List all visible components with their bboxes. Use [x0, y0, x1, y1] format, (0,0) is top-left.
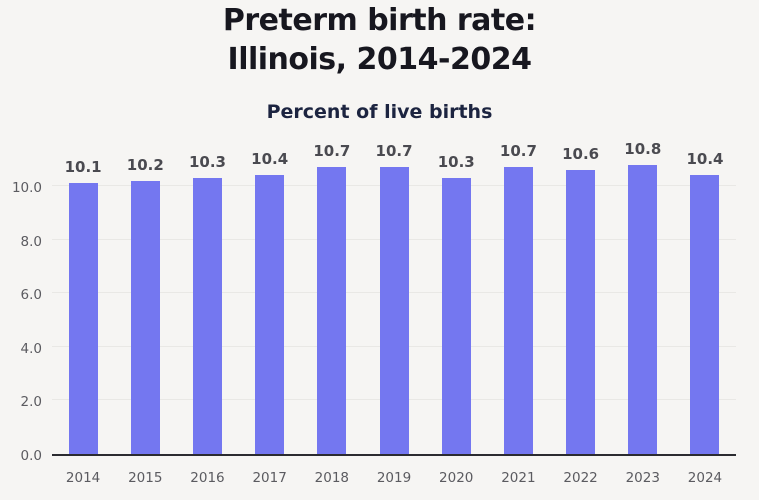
- bar-value-label: 10.7: [499, 142, 537, 161]
- bar-slot: 10.7: [487, 142, 549, 454]
- chart-subtitle: Percent of live births: [266, 101, 493, 123]
- bar: [255, 175, 285, 454]
- bar: [690, 175, 720, 454]
- bar: [317, 167, 347, 454]
- bar-slot: 10.3: [176, 150, 238, 454]
- x-tick-label: 2018: [314, 470, 350, 486]
- bar-value-label: 10.8: [624, 139, 662, 158]
- bars-container: 10.1 10.2 10.3 10.4 10.7 10.7 10.3 10.7 10.6 10.8…: [52, 140, 736, 454]
- x-tick-label: 2016: [190, 470, 225, 486]
- chart-title-line1: Preterm birth rate:: [222, 3, 537, 38]
- x-tick-label: 2022: [563, 470, 598, 486]
- bar-value-label: 10.4: [251, 150, 289, 169]
- y-tick-label: 6.0: [20, 287, 42, 304]
- bar-slot: 10.3: [425, 150, 487, 454]
- x-tick-label: 2015: [128, 470, 163, 486]
- bar-slot: 10.6: [550, 145, 612, 454]
- bar-slot: 10.1: [52, 150, 114, 454]
- bar-slot: 10.7: [363, 142, 425, 454]
- bar: [441, 177, 471, 454]
- bar: [566, 169, 596, 454]
- x-tick-label: 2017: [252, 470, 287, 486]
- bar-value-label: 10.4: [686, 150, 724, 169]
- y-tick-label: 10.0: [11, 180, 42, 196]
- bar: [628, 164, 658, 454]
- plot-area: 10.1 10.2 10.3 10.4 10.7 10.7 10.3 10.7 10.6 10.8…: [52, 140, 736, 456]
- y-tick-label: 4.0: [20, 340, 42, 357]
- bar-value-label: 10.6: [562, 144, 600, 163]
- y-tick-label: 2.0: [20, 394, 42, 411]
- chart-title: Preterm birth rate: Illinois, 2014-2024: [0, 1, 759, 79]
- bar-value-label: 10.3: [188, 152, 226, 171]
- y-tick-label: 8.0: [20, 233, 42, 250]
- chart-title-line2: Illinois, 2014-2024: [227, 42, 532, 77]
- x-tick-label: 2023: [625, 470, 660, 486]
- bar-value-label: 10.7: [313, 142, 351, 161]
- bar: [503, 167, 533, 454]
- bar-slot: 10.7: [301, 142, 363, 454]
- x-tick-label: 2020: [439, 470, 474, 486]
- x-tick-label: 2021: [501, 470, 536, 486]
- bar-slot: 10.2: [114, 150, 176, 454]
- x-tick-label: 2014: [65, 470, 101, 486]
- bar-slot: 10.4: [239, 150, 301, 454]
- bar: [130, 180, 160, 454]
- bar-value-label: 10.1: [64, 158, 102, 177]
- bar-slot: 10.4: [674, 150, 736, 454]
- bar-value-label: 10.3: [437, 152, 475, 171]
- bar-slot: 10.8: [612, 140, 674, 454]
- bar: [379, 167, 409, 454]
- bar-value-label: 10.2: [126, 155, 164, 174]
- x-tick-label: 2024: [687, 470, 723, 486]
- y-axis-labels: 0.0 2.0 4.0 6.0 8.0 10.0: [0, 150, 42, 464]
- bar: [68, 183, 98, 454]
- bar: [192, 177, 222, 454]
- bar-value-label: 10.7: [375, 142, 413, 161]
- x-tick-label: 2019: [376, 470, 412, 486]
- y-tick-label: 0.0: [20, 448, 42, 464]
- x-axis-labels: 2014 2015 2016 2017 2018 2019 2020 2021 2022 2023…: [52, 470, 736, 486]
